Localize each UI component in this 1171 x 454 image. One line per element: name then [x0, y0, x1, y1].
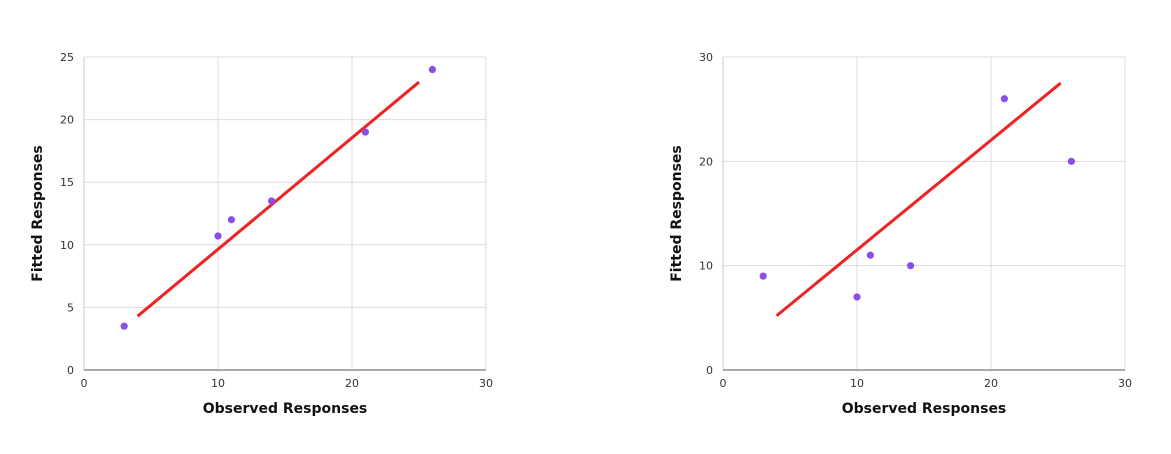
data-point [428, 65, 436, 74]
data-point [1067, 157, 1075, 165]
x-tick-label: 20 [345, 377, 359, 390]
x-axis-title: Observed Responses [203, 401, 368, 417]
data-point [268, 197, 276, 205]
x-tick-label: 10 [211, 377, 225, 390]
fit-line [136, 80, 420, 318]
left-scatter-chart: 0 10 20 30 0 5 10 15 20 25 Observed Responses Fitte… [30, 51, 493, 417]
data-point [1000, 95, 1008, 103]
data-point [907, 262, 915, 270]
x-tick-label: 30 [479, 377, 493, 390]
y-tick-label: 25 [60, 51, 74, 64]
y-tick-label: 20 [60, 114, 74, 127]
y-axis-title: Fitted Responses [30, 145, 46, 282]
right-scatter-chart: 0 10 20 30 0 10 20 30 Observed Responses Fitted R… [669, 51, 1132, 417]
x-tick-label: 30 [1118, 377, 1132, 390]
data-point [120, 322, 128, 330]
data-point [214, 232, 222, 240]
y-tick-label: 0 [67, 364, 74, 377]
data-point [227, 216, 235, 224]
y-tick-label: 15 [60, 176, 74, 189]
data-point [759, 272, 767, 280]
y-tick-label: 30 [699, 51, 713, 64]
y-tick-label: 10 [699, 260, 713, 273]
x-tick-label: 0 [720, 377, 727, 390]
y-axis-title: Fitted Responses [669, 145, 685, 282]
data-point [853, 293, 861, 301]
y-tick-label: 5 [67, 301, 74, 314]
data-point [866, 251, 874, 259]
y-tick-label: 0 [706, 364, 713, 377]
x-tick-label: 0 [81, 377, 88, 390]
y-tick-label: 10 [60, 239, 74, 252]
y-tick-label: 20 [699, 155, 713, 168]
x-axis-title: Observed Responses [842, 401, 1007, 417]
x-tick-label: 10 [850, 377, 864, 390]
data-point [361, 128, 369, 136]
x-tick-label: 20 [984, 377, 998, 390]
fit-line [775, 81, 1062, 317]
